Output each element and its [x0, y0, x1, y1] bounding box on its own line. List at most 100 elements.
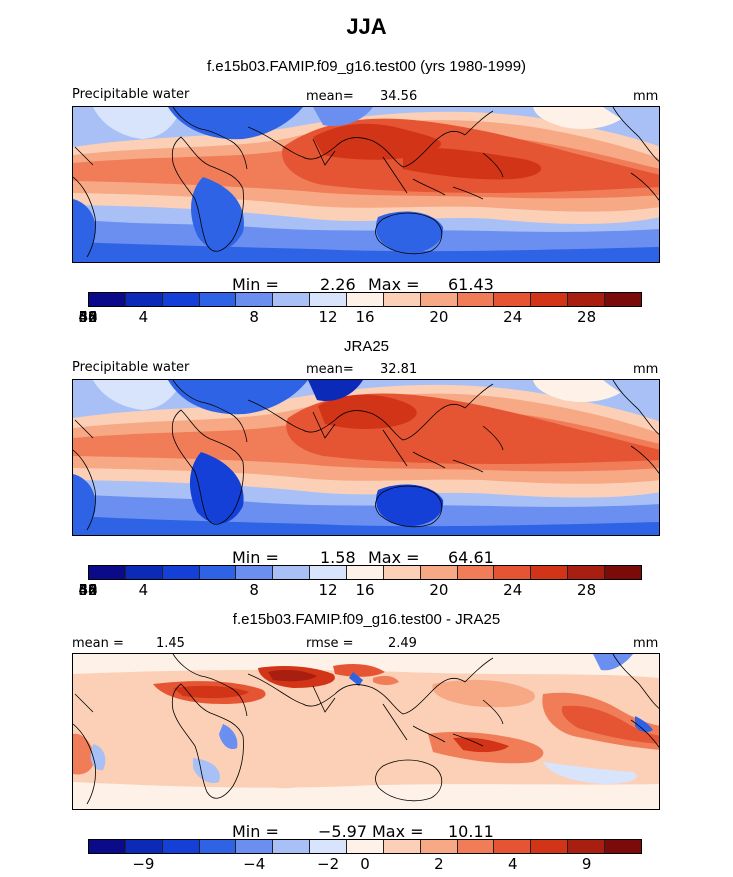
colorbar-tick-label: 8 [249, 581, 259, 599]
colorbar-swatch [125, 840, 163, 853]
colorbar-swatch [568, 840, 606, 853]
colorbar-swatch [457, 566, 495, 579]
colorbar-tick-label: 48 [78, 308, 98, 326]
colorbar-tick-label: −2 [317, 855, 340, 873]
colorbar-swatch [494, 566, 532, 579]
panel3-min-value: −5.97 [318, 822, 368, 841]
panel1-max-label: Max = [368, 275, 420, 294]
colorbar-tick-label: 32 [78, 308, 98, 326]
panel1-min-value: 2.26 [320, 275, 356, 294]
colorbar-swatch [236, 293, 274, 306]
colorbar-tick-label: 52 [78, 308, 98, 326]
colorbar-tick-label: 16 [355, 581, 375, 599]
colorbar-swatch [420, 566, 458, 579]
colorbar-swatch [605, 566, 641, 579]
panel1-max-value: 61.43 [448, 275, 494, 294]
colorbar-swatch [89, 293, 126, 306]
colorbar-swatch [273, 840, 311, 853]
colorbar-swatch [568, 293, 606, 306]
colorbar-tick-label: 16 [355, 308, 375, 326]
panel2-colorbar [88, 565, 642, 580]
colorbar-swatch [383, 840, 421, 853]
colorbar-tick-label: 56 [78, 581, 98, 599]
panel3-mean-value: 1.45 [156, 636, 185, 651]
colorbar-tick-label: 12 [318, 308, 338, 326]
panel2-max-label: Max = [368, 548, 420, 567]
colorbar-tick-label: 56 [78, 308, 98, 326]
colorbar-swatch [199, 566, 237, 579]
colorbar-swatch [236, 566, 274, 579]
panel3-rmse-label: rmse = [306, 636, 354, 651]
colorbar-tick-label: 32 [78, 581, 98, 599]
panel3-min-label: Min = [232, 822, 279, 841]
panel1-units: mm [633, 89, 659, 104]
panel2-min-value: 1.58 [320, 548, 356, 567]
colorbar-tick-label: 48 [78, 581, 98, 599]
colorbar-tick-label: −4 [243, 855, 266, 873]
colorbar-tick-label: 24 [503, 308, 523, 326]
figure-title: JJA [346, 14, 387, 39]
colorbar-swatch [420, 293, 458, 306]
colorbar-swatch [457, 293, 495, 306]
colorbar-tick-label: 60 [78, 308, 98, 326]
colorbar-tick-label: −9 [132, 855, 155, 873]
colorbar-tick-label: 20 [429, 308, 449, 326]
colorbar-tick-label: 4 [138, 308, 149, 326]
colorbar-swatch [494, 293, 532, 306]
colorbar-tick-label: 36 [78, 581, 98, 599]
panel3-units: mm [633, 636, 659, 651]
colorbar-tick-label: 44 [78, 581, 98, 599]
colorbar-swatch [568, 566, 606, 579]
panel3-mean-label: mean = [72, 636, 124, 651]
panel2-mean-value: 32.81 [380, 362, 418, 377]
panel3-max-value: 10.11 [448, 822, 494, 841]
colorbar-tick-label: 0 [360, 855, 370, 873]
colorbar-swatch [383, 566, 421, 579]
panel3-title: f.e15b03.FAMIP.f09_g16.test00 - JRA25 [232, 611, 501, 628]
panel1-colorbar-ticks: 4 8 12 16 20 24 28 32 36 40 44 48 52 56 60 [78, 308, 642, 326]
colorbar-tick-label: 28 [577, 581, 597, 599]
panel2-min-label: Min = [232, 548, 279, 567]
colorbar-swatch [89, 566, 126, 579]
panel2-units: mm [633, 362, 659, 377]
panel3-colorbar-ticks: −9 −4 −2 0 2 4 9 [88, 855, 642, 873]
panel3-rmse-value: 2.49 [388, 636, 417, 651]
colorbar-tick-label: 44 [78, 308, 98, 326]
panel1-variable-label: Precipitable water [72, 87, 190, 102]
colorbar-tick-label: 60 [78, 581, 98, 599]
colorbar-swatch [531, 566, 569, 579]
panel2-max-value: 64.61 [448, 548, 494, 567]
colorbar-swatch [162, 840, 200, 853]
colorbar-swatch [125, 293, 163, 306]
colorbar-swatch [531, 840, 569, 853]
colorbar-swatch [310, 566, 348, 579]
panel1-map-svg [73, 107, 659, 262]
colorbar-swatch [310, 293, 348, 306]
colorbar-tick-label: 36 [78, 308, 98, 326]
panel1-colorbar [88, 292, 642, 307]
colorbar-tick-label: 4 [507, 855, 518, 873]
panel2-colorbar-ticks: 4 8 12 16 20 24 28 32 36 40 44 48 52 56 60 [78, 581, 642, 599]
colorbar-swatch [89, 840, 126, 853]
panel3-map [72, 653, 660, 810]
colorbar-swatch [162, 566, 200, 579]
colorbar-tick-label: 40 [78, 308, 98, 326]
panel2-title: JRA25 [343, 338, 390, 355]
colorbar-swatch [199, 840, 237, 853]
colorbar-tick-label: 20 [429, 581, 449, 599]
panel3-max-label: Max = [372, 822, 424, 841]
colorbar-swatch [383, 293, 421, 306]
colorbar-swatch [162, 293, 200, 306]
colorbar-swatch [236, 840, 274, 853]
colorbar-tick-label: 9 [581, 855, 592, 873]
colorbar-swatch [273, 566, 311, 579]
colorbar-swatch [273, 293, 311, 306]
colorbar-tick-label: 12 [318, 581, 338, 599]
colorbar-swatch [310, 840, 348, 853]
colorbar-tick-label: 2 [434, 855, 444, 873]
panel1-mean-label: mean= [306, 89, 354, 104]
colorbar-swatch [199, 293, 237, 306]
colorbar-swatch [494, 840, 532, 853]
panel1-min-label: Min = [232, 275, 279, 294]
colorbar-tick-label: 8 [249, 308, 259, 326]
